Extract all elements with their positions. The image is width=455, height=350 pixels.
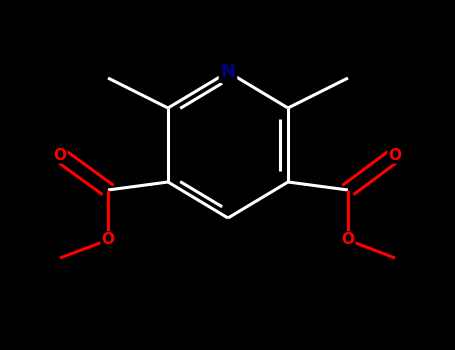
Text: O: O	[342, 232, 354, 247]
Text: N: N	[221, 63, 236, 81]
Text: O: O	[54, 147, 66, 162]
Text: O: O	[101, 232, 115, 247]
Text: O: O	[389, 147, 401, 162]
